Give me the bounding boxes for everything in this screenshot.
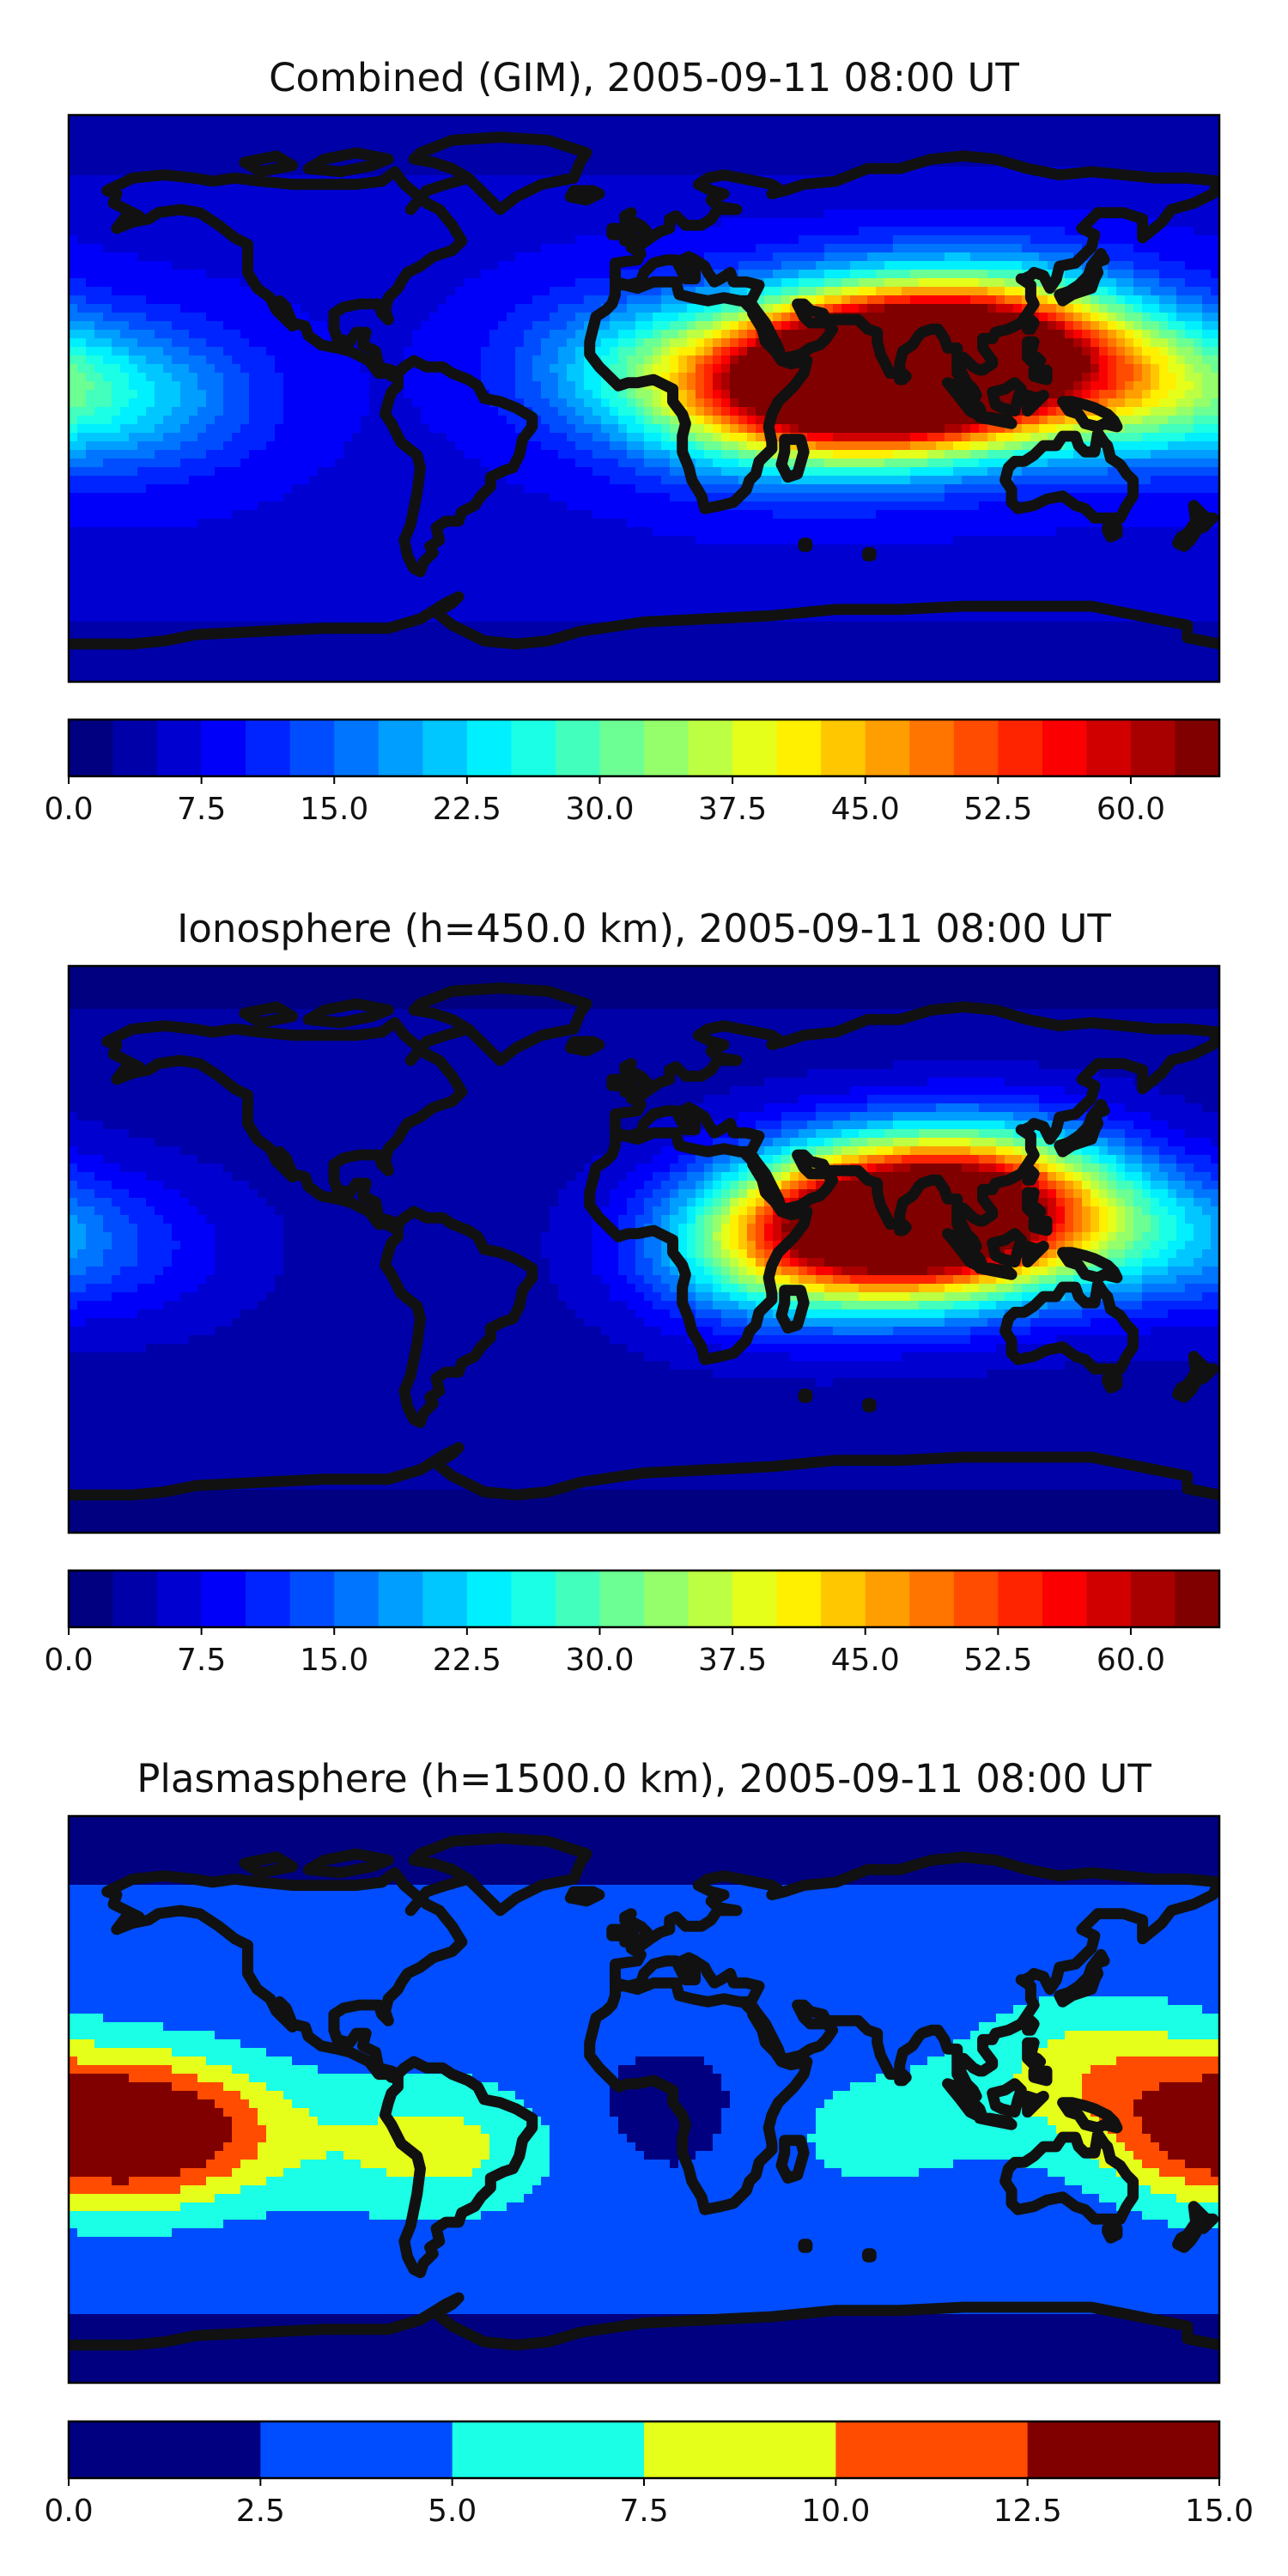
colorbar-tick-label: 37.5 xyxy=(698,792,767,827)
colorbar-tick-label: 15.0 xyxy=(300,1643,368,1678)
colorbar-swatch xyxy=(1130,1571,1176,1627)
colorbar-tick-label: 10.0 xyxy=(801,2494,870,2529)
colorbar-swatch xyxy=(334,1571,380,1627)
colorbar-swatch xyxy=(1086,720,1132,776)
colorbar-tick-label: 12.5 xyxy=(993,2494,1062,2529)
colorbar-swatch xyxy=(466,1571,512,1627)
colorbar-tick-label: 0.0 xyxy=(44,2494,93,2529)
colorbar-swatch xyxy=(378,720,423,776)
colorbar-swatch xyxy=(1027,2421,1220,2478)
colorbar-swatch xyxy=(422,1571,468,1627)
colorbar-swatch xyxy=(998,720,1043,776)
colorbar-swatch xyxy=(599,1571,645,1627)
colorbar-tick-label: 30.0 xyxy=(565,1643,634,1678)
colorbar-tick-label: 45.0 xyxy=(831,792,900,827)
colorbar: 0.0 7.5 15.0 22.5 30.0 37.5 45.0 52.5 60.0 xyxy=(44,718,1221,827)
colorbar-tick-label: 30.0 xyxy=(565,792,634,827)
colorbar-swatch xyxy=(157,720,203,776)
colorbar-tick-label: 37.5 xyxy=(698,1643,767,1678)
colorbar-swatch xyxy=(688,720,733,776)
chart-title: Ionosphere (h=450.0 km), 2005-09-11 08:0… xyxy=(177,906,1111,951)
colorbar-tick-label: 0.0 xyxy=(44,1643,93,1678)
colorbar-swatch xyxy=(452,2421,645,2478)
colorbar-swatch xyxy=(1175,720,1220,776)
colorbar-swatch xyxy=(555,720,600,776)
colorbar-tick-label: 52.5 xyxy=(963,792,1032,827)
colorbar-swatch xyxy=(1042,1571,1087,1627)
colorbar-swatch xyxy=(69,2421,261,2478)
colorbar-tick-label: 22.5 xyxy=(433,1643,501,1678)
colorbar-swatch xyxy=(112,1571,158,1627)
colorbar-swatch xyxy=(1086,1571,1132,1627)
colorbar-swatch xyxy=(511,1571,556,1627)
colorbar-tick-label: 22.5 xyxy=(433,792,501,827)
colorbar-swatch xyxy=(909,1571,955,1627)
colorbar: 0.0 7.5 15.0 22.5 30.0 37.5 45.0 52.5 60.0 xyxy=(44,1569,1221,1678)
colorbar-swatch xyxy=(511,720,556,776)
colorbar-tick-label: 5.0 xyxy=(428,2494,477,2529)
colorbar-swatch xyxy=(776,720,822,776)
colorbar-swatch xyxy=(466,720,512,776)
chart-title: Combined (GIM), 2005-09-11 08:00 UT xyxy=(269,55,1019,100)
colorbar-tick-label: 7.5 xyxy=(177,1643,226,1678)
colorbar-swatch xyxy=(289,720,335,776)
panel-plasmasphere: Plasmasphere (h=1500.0 km), 2005-09-11 0… xyxy=(44,1756,1254,2529)
colorbar-tick-label: 7.5 xyxy=(177,792,226,827)
colorbar-swatch xyxy=(422,720,468,776)
colorbar-swatch xyxy=(201,720,246,776)
colorbar-swatch xyxy=(246,1571,291,1627)
map-frame xyxy=(67,1814,1221,2385)
colorbar-swatch xyxy=(776,1571,822,1627)
panel-ionosphere: Ionosphere (h=450.0 km), 2005-09-11 08:0… xyxy=(44,906,1221,1678)
colorbar-tick-label: 45.0 xyxy=(831,1643,900,1678)
colorbar-swatch xyxy=(644,720,690,776)
colorbar-swatch xyxy=(909,720,955,776)
colorbar-swatch xyxy=(260,2421,453,2478)
colorbar-tick-label: 60.0 xyxy=(1097,792,1165,827)
colorbar-swatch xyxy=(334,720,380,776)
colorbar-tick-label: 60.0 xyxy=(1097,1643,1165,1678)
map-frame xyxy=(67,964,1221,1534)
colorbar-swatch xyxy=(865,720,910,776)
colorbar-swatch xyxy=(599,720,645,776)
colorbar-swatch xyxy=(821,720,866,776)
colorbar-swatch xyxy=(644,1571,690,1627)
colorbar-tick-label: 52.5 xyxy=(963,1643,1032,1678)
chart-title: Plasmasphere (h=1500.0 km), 2005-09-11 0… xyxy=(137,1756,1151,1801)
colorbar-swatch xyxy=(69,1571,114,1627)
colorbar-swatch xyxy=(732,720,778,776)
colorbar-frame xyxy=(67,1569,1221,1629)
colorbar-swatch xyxy=(953,1571,999,1627)
colorbar-swatch xyxy=(69,720,114,776)
colorbar-swatch xyxy=(1130,720,1176,776)
panel-combined: Combined (GIM), 2005-09-11 08:00 UT 0.0 7… xyxy=(44,55,1221,827)
colorbar-tick-label: 7.5 xyxy=(619,2494,668,2529)
colorbar-swatch xyxy=(732,1571,778,1627)
colorbar-swatch xyxy=(157,1571,203,1627)
colorbar-tick-label: 15.0 xyxy=(1185,2494,1254,2529)
colorbar: 0.0 2.5 5.0 7.5 10.0 12.5 15.0 xyxy=(44,2420,1254,2529)
colorbar-swatch xyxy=(953,720,999,776)
heatmap-field xyxy=(69,115,1219,682)
colorbar-swatch xyxy=(998,1571,1043,1627)
colorbar-swatch xyxy=(821,1571,866,1627)
map-frame xyxy=(67,113,1221,683)
colorbar-swatch xyxy=(289,1571,335,1627)
colorbar-swatch xyxy=(644,2421,836,2478)
colorbar-swatch xyxy=(201,1571,246,1627)
colorbar-swatch xyxy=(835,2421,1029,2478)
colorbar-tick-label: 15.0 xyxy=(300,792,368,827)
colorbar-tick-label: 0.0 xyxy=(44,792,93,827)
colorbar-swatch xyxy=(246,720,291,776)
colorbar-tick-label: 2.5 xyxy=(236,2494,285,2529)
colorbar-swatch xyxy=(378,1571,423,1627)
colorbar-swatch xyxy=(688,1571,733,1627)
colorbar-swatch xyxy=(865,1571,910,1627)
colorbar-swatch xyxy=(555,1571,600,1627)
colorbar-swatch xyxy=(1175,1571,1220,1627)
colorbar-swatch xyxy=(112,720,158,776)
colorbar-frame xyxy=(67,718,1221,778)
colorbar-swatch xyxy=(1042,720,1087,776)
